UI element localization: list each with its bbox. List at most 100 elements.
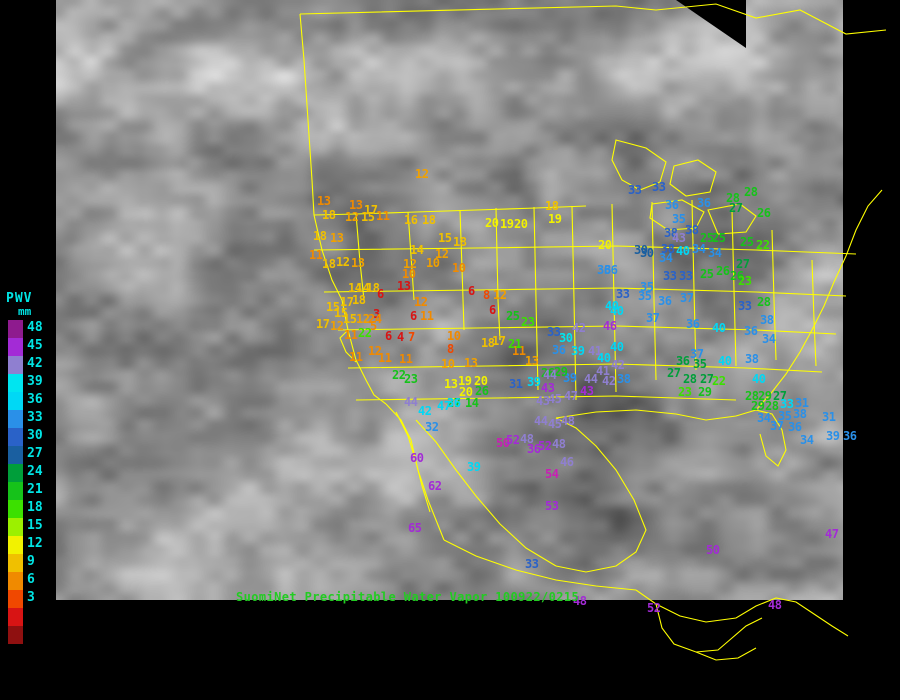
pwv-value-label: 20 <box>459 385 473 399</box>
pwv-value-label: 10 <box>447 329 461 343</box>
pwv-value-label: 50 <box>706 543 720 557</box>
pwv-value-label: 25 <box>506 309 520 323</box>
pwv-value-label: 36 <box>686 317 700 331</box>
pwv-value-label: 48 <box>552 437 566 451</box>
pwv-value-label: 52 <box>647 601 661 615</box>
pwv-value-label: 6 <box>410 309 417 323</box>
pwv-value-label: 18 <box>313 229 327 243</box>
pwv-value-label: 27 <box>700 372 714 386</box>
pwv-value-label: 13 <box>397 279 411 293</box>
pwv-value-label: 6 <box>468 284 475 298</box>
pwv-value-label: 35 <box>693 357 707 371</box>
pwv-value-label: 39 <box>527 375 541 389</box>
pwv-value-label: 39 <box>563 371 577 385</box>
map-border-line <box>655 603 763 653</box>
legend-title: PWV <box>6 291 33 306</box>
pwv-value-label: 41 <box>596 364 610 378</box>
pwv-value-label: 62 <box>428 479 442 493</box>
pwv-value-label: 22 <box>756 238 770 252</box>
pwv-value-label: 39 <box>467 460 481 474</box>
pwv-value-label: 15 <box>361 210 375 224</box>
pwv-value-label: 27 <box>736 257 750 271</box>
pwv-value-label: 60 <box>410 451 424 465</box>
pwv-value-label: 17 <box>316 317 330 331</box>
pwv-value-label: 29 <box>758 389 772 403</box>
pwv-value-label: 35 <box>672 212 686 226</box>
pwv-value-label: 40 <box>752 372 766 386</box>
pwv-value-label: 19 <box>548 212 562 226</box>
pwv-value-label: 20 <box>485 216 499 230</box>
pwv-value-label: 38 <box>664 226 678 240</box>
pwv-value-label: 18 <box>322 257 336 271</box>
pwv-value-label: 8 <box>447 342 454 356</box>
pwv-value-label: 30 <box>634 243 648 257</box>
pwv-value-label: 26 <box>475 384 489 398</box>
pwv-value-label: 15 <box>326 300 340 314</box>
pwv-value-label: 11 <box>309 248 323 262</box>
pwv-value-label: 30 <box>559 331 573 345</box>
pwv-value-label: 45 <box>548 392 562 406</box>
pwv-value-label: 11 <box>344 328 358 342</box>
pwv-value-label: 23 <box>738 274 752 288</box>
colorbar-tick-label: 42 <box>27 356 43 371</box>
pwv-value-label: 22 <box>358 326 372 340</box>
pwv-value-label: 40 <box>610 340 624 354</box>
pwv-value-label: 41 <box>588 344 602 358</box>
pwv-value-label: 36 <box>697 196 711 210</box>
pwv-value-label: 33 <box>628 183 642 197</box>
scan-edge-notch-right <box>843 0 900 600</box>
pwv-value-label: 28 <box>683 372 697 386</box>
colorbar-swatch: 48 <box>8 320 43 338</box>
pwv-value-label: 25 <box>712 231 726 245</box>
colorbar-tick-label: 24 <box>27 464 43 479</box>
pwv-value-label: 31 <box>509 377 523 391</box>
colorbar-swatches: 48 45 42 39 36 33 30 27 24 21 18 15 12 9 6 3 <box>8 320 43 644</box>
pwv-value-label: 28 <box>726 191 740 205</box>
pwv-value-label: 10 <box>402 267 416 281</box>
pwv-value-label: 33 <box>652 180 666 194</box>
map-border-line <box>695 647 757 661</box>
colorbar-swatch: 45 <box>8 338 43 356</box>
pwv-value-label: 34 <box>762 332 776 346</box>
pwv-value-label: 36 <box>604 263 618 277</box>
pwv-value-label: 10 <box>441 357 455 371</box>
pwv-value-label: 24 <box>368 312 382 326</box>
pwv-value-label: 43 <box>541 381 555 395</box>
pwv-value-label: 12 <box>435 247 449 261</box>
pwv-value-label: 17 <box>492 334 506 348</box>
colorbar-swatch: 42 <box>8 356 43 374</box>
colorbar-swatch: 12 <box>8 536 43 554</box>
pwv-value-label: 13 <box>349 198 363 212</box>
pwv-value-label: 52 <box>506 433 520 447</box>
pwv-value-label: 33 <box>738 299 752 313</box>
pwv-value-label: 44 <box>584 372 598 386</box>
pwv-value-label: 18 <box>481 336 495 350</box>
pwv-value-label: 11 <box>512 344 526 358</box>
pwv-value-label: 34 <box>708 246 722 260</box>
colorbar-swatch: 24 <box>8 464 43 482</box>
pwv-value-label: 46 <box>560 455 574 469</box>
pwv-value-label: 30 <box>640 246 654 260</box>
pwv-value-label: 37 <box>690 347 704 361</box>
pwv-value-label: 13 <box>351 256 365 270</box>
colorbar-swatch: 3 <box>8 590 35 608</box>
pwv-value-label: 54 <box>545 467 559 481</box>
pwv-value-label: 13 <box>525 354 539 368</box>
pwv-value-label: 33 <box>547 325 561 339</box>
colorbar-swatch: 27 <box>8 446 43 464</box>
pwv-value-label: 5 <box>370 319 377 333</box>
pwv-value-label: 47 <box>437 399 451 413</box>
pwv-value-label: 48 <box>520 432 534 446</box>
pwv-value-label: 36 <box>658 294 672 308</box>
pwv-value-label: 6 <box>377 287 384 301</box>
pwv-value-label: 27 <box>729 201 743 215</box>
pwv-value-label: 12 <box>368 344 382 358</box>
pwv-value-label: 46 <box>603 319 617 333</box>
pwv-value-label: 28 <box>744 185 758 199</box>
colorbar-swatch: 30 <box>8 428 43 446</box>
pwv-value-label: 38 <box>745 352 759 366</box>
pwv-value-label: 48 <box>768 598 782 612</box>
pwv-value-label: 38 <box>760 313 774 327</box>
pwv-value-label: 14 <box>465 396 479 410</box>
pwv-value-label: 28 <box>757 295 771 309</box>
